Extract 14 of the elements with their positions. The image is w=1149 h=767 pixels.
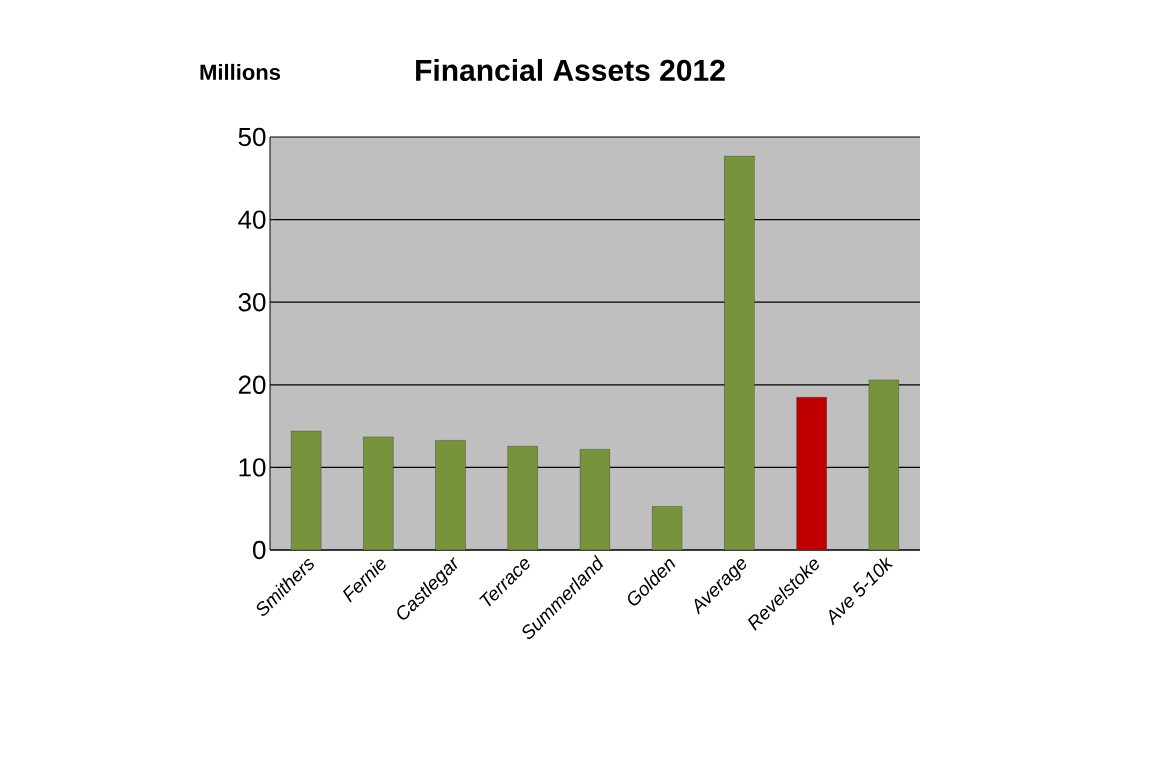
bar [868,379,900,550]
bar [724,155,755,550]
bar [652,506,683,550]
y-tick-label: 10 [239,458,266,477]
y-axis-title: Millions [200,63,281,81]
bar [579,449,611,550]
y-tick-label: 20 [238,375,266,394]
y-tick-label: 30 [238,292,266,312]
bar [507,445,538,550]
bar [796,396,827,550]
y-tick-label: 40 [238,210,266,229]
chart-title: Financial Assets 2012 [416,58,725,82]
y-tick-label: 50 [238,127,266,147]
y-tick-label: 0 [253,540,266,560]
